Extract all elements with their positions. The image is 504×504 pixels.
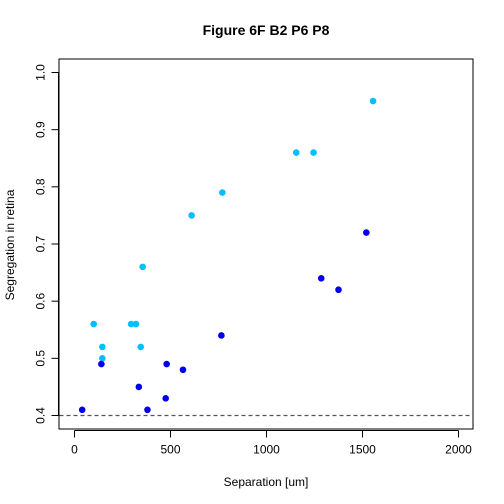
y-tick-label: 0.6 [34, 293, 48, 310]
data-point-series-2 [162, 395, 169, 402]
data-point-series-1 [132, 320, 140, 328]
data-point-series-2 [144, 406, 151, 414]
data-point-series-1 [137, 343, 145, 351]
data-point-series-2 [335, 286, 342, 294]
y-tick-label: 0.8 [34, 178, 48, 195]
y-tick-label: 0.4 [34, 407, 48, 424]
data-point-series-1 [219, 189, 226, 196]
data-point-series-2 [135, 383, 143, 391]
chart-title: Figure 6F B2 P6 P8 [203, 22, 330, 38]
data-points [78, 97, 377, 414]
x-tick-label: 2000 [445, 443, 472, 457]
data-point-series-1 [310, 149, 317, 156]
y-tick-label: 0.9 [34, 121, 48, 138]
y-tick-label: 0.7 [34, 235, 48, 252]
y-tick-label: 1.0 [34, 64, 48, 81]
data-point-series-2 [179, 366, 187, 374]
data-point-series-2 [98, 360, 105, 368]
data-point-series-2 [78, 406, 86, 414]
plot-frame [58, 58, 474, 430]
data-point-series-2 [317, 275, 325, 282]
y-axis: 0.4 0.5 0.6 0.7 0.8 0.9 1.0 [34, 64, 59, 424]
x-tick-label: 1000 [253, 443, 280, 457]
x-tick-label: 1500 [349, 443, 376, 457]
y-axis-label: Segregation in retina [3, 189, 17, 300]
data-point-series-2 [163, 360, 170, 368]
data-point-series-1 [188, 212, 195, 219]
data-point-series-1 [90, 320, 97, 328]
data-point-series-2 [218, 332, 225, 339]
x-tick-label: 0 [71, 443, 78, 457]
data-point-series-2 [363, 229, 370, 236]
x-axis-label: Separation [um] [224, 475, 309, 489]
data-point-series-1 [369, 97, 377, 105]
x-tick-label: 500 [160, 443, 180, 457]
x-axis: 0 500 1000 1500 2000 [71, 430, 472, 457]
data-point-series-1 [99, 355, 106, 362]
data-point-series-1 [139, 263, 146, 271]
y-tick-label: 0.5 [34, 350, 48, 367]
data-point-series-1 [127, 320, 135, 328]
data-point-series-1 [99, 343, 106, 351]
data-point-series-1 [292, 149, 300, 156]
